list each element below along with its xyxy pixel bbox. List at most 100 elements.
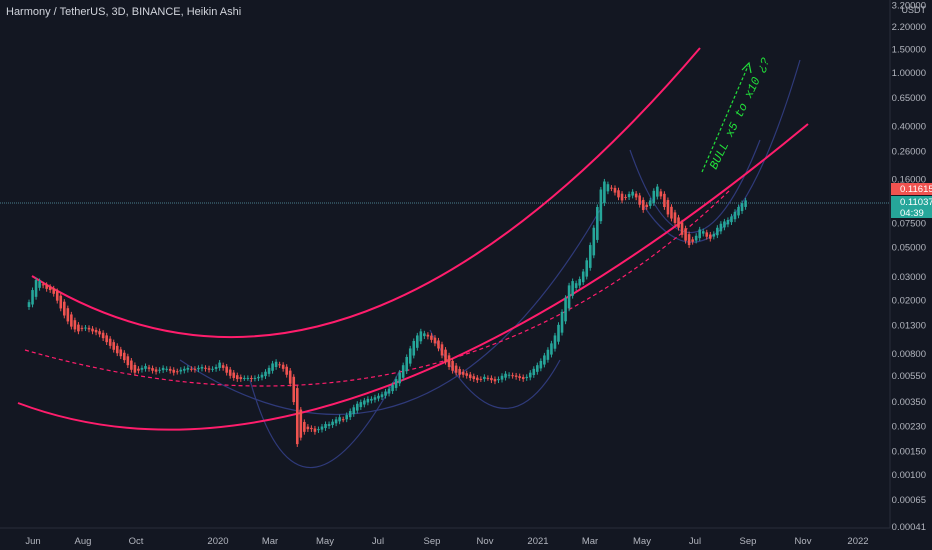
- candle-body: [574, 283, 578, 288]
- candle-body: [666, 200, 670, 215]
- candle-body: [278, 364, 281, 366]
- candles: [27, 178, 747, 447]
- time-tick-label: 2022: [847, 536, 868, 547]
- candle-body: [292, 376, 296, 403]
- price-tick-label: 3.20000: [892, 0, 926, 11]
- price-tick-label: 0.40000: [892, 121, 926, 132]
- candle-body: [228, 369, 232, 376]
- candle-body: [338, 417, 341, 422]
- candle-body: [260, 374, 264, 378]
- candle-body: [596, 207, 599, 240]
- candle-body: [514, 375, 518, 377]
- candle-body: [624, 196, 627, 198]
- candle-body: [560, 311, 564, 333]
- candle-body: [235, 375, 239, 380]
- candle-body: [370, 398, 373, 401]
- candle-body: [465, 373, 469, 376]
- price-tick-label: 2.20000: [892, 22, 926, 33]
- time-tick-label: May: [316, 536, 334, 547]
- candle-body: [140, 367, 144, 370]
- candle-body: [539, 360, 543, 369]
- candle-body: [327, 424, 331, 427]
- candle-body: [521, 377, 525, 380]
- candle-body: [175, 371, 179, 373]
- candle-body: [419, 331, 423, 342]
- ha-price-tag: 0.11037 04:39: [891, 196, 932, 219]
- time-tick-label: 2020: [207, 536, 228, 547]
- candle-body: [497, 379, 500, 381]
- price-tick-label: 0.00150: [892, 446, 926, 457]
- time-tick-label: Mar: [262, 536, 278, 547]
- annotation-arrow: [701, 61, 752, 173]
- price-axis[interactable]: 3.20000 2.20000 1.50000 1.00000 0.65000 0.400…: [892, 0, 926, 533]
- candle-body: [567, 285, 571, 309]
- candle-body: [571, 281, 574, 296]
- price-tick-label: 0.02000: [892, 296, 926, 307]
- candle-body: [528, 372, 532, 378]
- candle-body: [158, 369, 161, 371]
- candle-body: [677, 217, 680, 228]
- candle-body: [193, 368, 197, 370]
- candle-body: [588, 245, 592, 268]
- candle-body: [564, 297, 567, 322]
- candle-body: [412, 341, 416, 356]
- price-tick-label: 0.00550: [892, 371, 926, 382]
- candle-body: [27, 302, 31, 307]
- candle-body: [550, 343, 553, 355]
- candle-body: [320, 426, 324, 430]
- candle-body: [271, 363, 274, 371]
- candle-body: [437, 340, 440, 349]
- candle-body: [627, 194, 631, 198]
- price-tick-label: 1.50000: [892, 44, 926, 55]
- candle-body: [137, 368, 140, 371]
- candle-body: [380, 394, 384, 398]
- candle-body: [454, 365, 458, 373]
- candle-body: [38, 281, 41, 288]
- channel-mid-curve: [24, 189, 731, 387]
- candle-body: [264, 371, 267, 377]
- price-tick-label: 0.16000: [892, 175, 926, 186]
- last-price-value: 0.11615: [900, 184, 932, 195]
- candle-body: [225, 366, 228, 373]
- candle-body: [479, 378, 483, 380]
- candle-body: [631, 191, 634, 196]
- candle-body: [341, 419, 345, 421]
- candle-body: [504, 373, 507, 378]
- candle-body: [578, 279, 581, 286]
- time-tick-label: Jul: [372, 536, 384, 547]
- candle-body: [84, 327, 87, 329]
- candle-body: [303, 421, 306, 432]
- channel-lower-curve: [17, 123, 809, 431]
- symbol-header[interactable]: Harmony / TetherUS, 3D, BINANCE, Heikin …: [6, 6, 242, 18]
- candle-body: [493, 379, 497, 382]
- candle-body: [165, 368, 168, 370]
- price-tick-label: 0.05000: [892, 242, 926, 253]
- candle-body: [310, 427, 313, 430]
- candle-body: [115, 345, 119, 354]
- candle-body: [708, 234, 712, 239]
- last-price-tag: 0.11615: [891, 183, 932, 195]
- candle-body: [211, 368, 214, 370]
- price-tick-label: 0.00350: [892, 397, 926, 408]
- candle-body: [468, 374, 472, 378]
- candle-body: [687, 234, 691, 246]
- candle-body: [387, 388, 391, 394]
- candle-body: [73, 320, 77, 330]
- candle-body: [363, 400, 366, 405]
- price-tick-label: 0.65000: [892, 93, 926, 104]
- candle-body: [190, 368, 193, 370]
- candle-body: [648, 200, 652, 206]
- candle-body: [613, 187, 617, 193]
- candle-body: [105, 335, 108, 343]
- candle-body: [557, 324, 560, 342]
- candle-body: [705, 232, 709, 237]
- time-axis[interactable]: Jun Aug Oct 2020 Mar May Jul Sep Nov 2021 Mar May Ju…: [25, 536, 868, 547]
- candle-body: [723, 221, 726, 228]
- candle-body: [447, 355, 451, 367]
- candle-body: [77, 324, 80, 332]
- candle-body: [101, 332, 105, 339]
- candle-body: [433, 337, 437, 344]
- candle-body: [634, 193, 638, 198]
- candle-body: [592, 227, 596, 256]
